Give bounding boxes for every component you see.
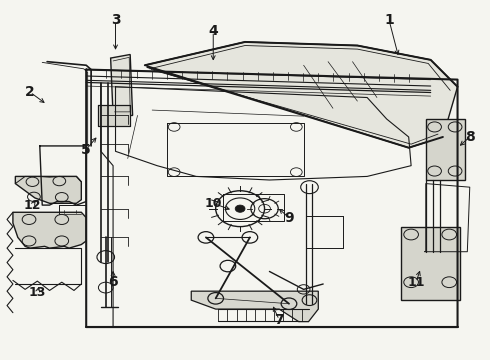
Text: 8: 8 (465, 130, 475, 144)
Polygon shape (145, 42, 458, 148)
Text: 11: 11 (407, 276, 425, 289)
Text: 7: 7 (274, 313, 284, 327)
Text: 1: 1 (384, 13, 394, 27)
Text: 5: 5 (81, 143, 91, 157)
Circle shape (235, 205, 245, 212)
Text: 2: 2 (25, 85, 35, 99)
Polygon shape (401, 226, 460, 300)
Polygon shape (111, 54, 133, 116)
Polygon shape (426, 119, 465, 180)
Text: 6: 6 (108, 275, 118, 289)
Polygon shape (13, 212, 86, 248)
Text: 9: 9 (284, 211, 294, 225)
Text: 12: 12 (24, 199, 41, 212)
Polygon shape (15, 176, 81, 203)
Text: 13: 13 (28, 287, 46, 300)
Polygon shape (98, 105, 130, 126)
Polygon shape (191, 291, 318, 321)
Text: 3: 3 (111, 13, 121, 27)
Text: 10: 10 (204, 197, 222, 210)
Text: 4: 4 (208, 24, 218, 38)
